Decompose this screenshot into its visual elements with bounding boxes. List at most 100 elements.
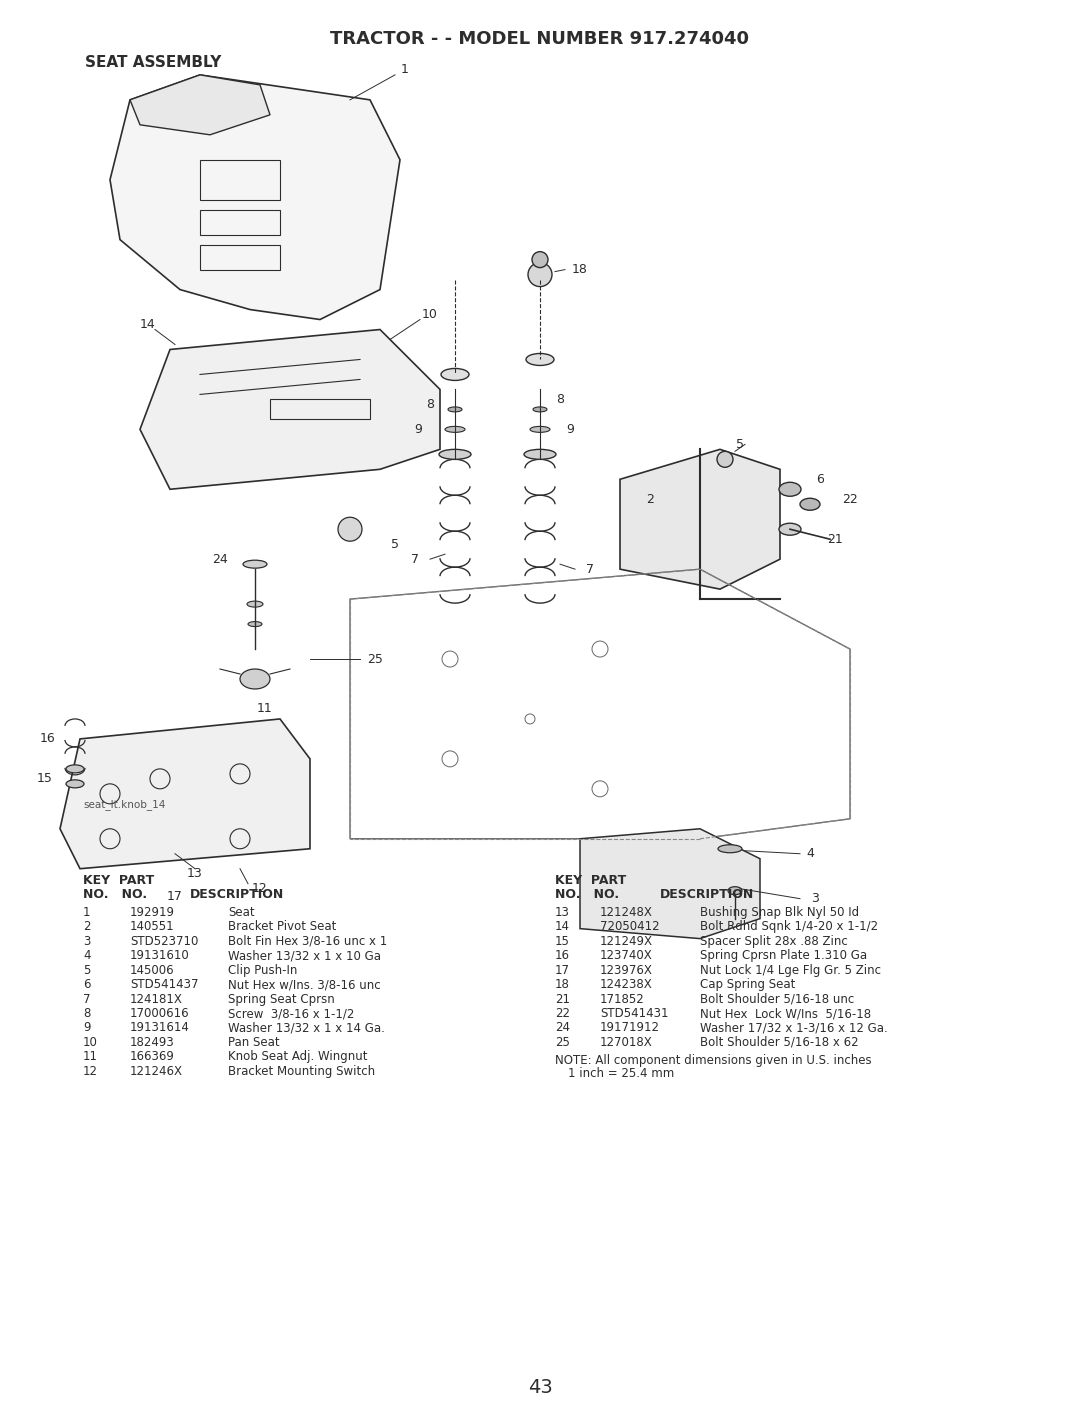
Text: 22: 22 — [555, 1007, 570, 1021]
Text: 16: 16 — [555, 949, 570, 962]
Text: 145006: 145006 — [130, 963, 175, 977]
Text: Clip Push-In: Clip Push-In — [228, 963, 297, 977]
Ellipse shape — [243, 561, 267, 568]
Text: 5: 5 — [735, 437, 744, 451]
Text: 127018X: 127018X — [600, 1036, 652, 1049]
Text: 24: 24 — [212, 552, 228, 565]
Polygon shape — [620, 449, 780, 589]
Text: 9: 9 — [83, 1022, 91, 1035]
Text: Bolt Rdhd Sqnk 1/4-20 x 1-1/2: Bolt Rdhd Sqnk 1/4-20 x 1-1/2 — [700, 920, 878, 934]
Polygon shape — [110, 74, 400, 320]
Ellipse shape — [66, 765, 84, 773]
Ellipse shape — [524, 449, 556, 460]
Polygon shape — [580, 829, 760, 938]
Text: STD523710: STD523710 — [130, 935, 199, 948]
Text: TRACTOR - - MODEL NUMBER 917.274040: TRACTOR - - MODEL NUMBER 917.274040 — [330, 29, 750, 48]
Text: Bushing Snap Blk Nyl 50 Id: Bushing Snap Blk Nyl 50 Id — [700, 906, 859, 918]
Ellipse shape — [534, 407, 546, 412]
Ellipse shape — [526, 353, 554, 366]
Text: 13: 13 — [555, 906, 570, 918]
Text: 16: 16 — [40, 732, 56, 746]
Text: 13: 13 — [187, 868, 203, 880]
Text: 21: 21 — [827, 533, 842, 545]
Text: 14: 14 — [140, 318, 156, 331]
Text: 123976X: 123976X — [600, 963, 653, 977]
Bar — [200, 244, 280, 269]
Text: 5: 5 — [83, 963, 91, 977]
Text: 10: 10 — [83, 1036, 98, 1049]
Ellipse shape — [247, 601, 264, 607]
Text: STD541437: STD541437 — [130, 979, 199, 991]
Text: Bolt Shoulder 5/16-18 unc: Bolt Shoulder 5/16-18 unc — [700, 993, 854, 1005]
Polygon shape — [130, 74, 270, 135]
Text: 12: 12 — [252, 882, 268, 896]
Text: 19131610: 19131610 — [130, 949, 190, 962]
Text: 7: 7 — [83, 993, 91, 1005]
Text: 4: 4 — [806, 847, 814, 861]
Text: 121248X: 121248X — [600, 906, 653, 918]
Text: 1: 1 — [83, 906, 91, 918]
Text: Spring Cprsn Plate 1.310 Ga: Spring Cprsn Plate 1.310 Ga — [700, 949, 867, 962]
Text: 25: 25 — [367, 652, 383, 666]
Text: 140551: 140551 — [130, 920, 175, 934]
Text: KEY  PART: KEY PART — [83, 873, 154, 886]
Text: 7: 7 — [411, 552, 419, 565]
Text: Cap Spring Seat: Cap Spring Seat — [700, 979, 795, 991]
Text: 6: 6 — [816, 472, 824, 486]
Text: Nut Hex  Lock W/Ins  5/16-18: Nut Hex Lock W/Ins 5/16-18 — [700, 1007, 872, 1021]
Ellipse shape — [800, 498, 820, 510]
Text: 19171912: 19171912 — [600, 1022, 660, 1035]
Text: Bracket Mounting Switch: Bracket Mounting Switch — [228, 1066, 375, 1078]
Text: 8: 8 — [556, 393, 564, 407]
Text: NOTE: All component dimensions given in U.S. inches: NOTE: All component dimensions given in … — [555, 1054, 872, 1067]
Text: seat_lt.knob_14: seat_lt.knob_14 — [83, 799, 165, 810]
Bar — [200, 210, 280, 234]
Text: 124181X: 124181X — [130, 993, 183, 1005]
Text: 18: 18 — [555, 979, 570, 991]
Circle shape — [717, 451, 733, 467]
Text: Washer 13/32 x 1 x 10 Ga: Washer 13/32 x 1 x 10 Ga — [228, 949, 381, 962]
Text: Pan Seat: Pan Seat — [228, 1036, 280, 1049]
Text: 14: 14 — [555, 920, 570, 934]
Text: 6: 6 — [83, 979, 91, 991]
Text: NO.   NO.: NO. NO. — [555, 887, 619, 900]
Text: 4: 4 — [83, 949, 91, 962]
Ellipse shape — [438, 449, 471, 460]
Text: 11: 11 — [83, 1050, 98, 1064]
Text: 25: 25 — [555, 1036, 570, 1049]
Text: 11: 11 — [257, 702, 273, 715]
Text: KEY  PART: KEY PART — [555, 873, 626, 886]
Text: 2: 2 — [646, 492, 653, 506]
Text: Nut Hex w/Ins. 3/8-16 unc: Nut Hex w/Ins. 3/8-16 unc — [228, 979, 380, 991]
Text: Spacer Split 28x .88 Zinc: Spacer Split 28x .88 Zinc — [700, 935, 848, 948]
Text: 171852: 171852 — [600, 993, 645, 1005]
Ellipse shape — [718, 845, 742, 852]
Text: 7: 7 — [586, 562, 594, 576]
Text: 182493: 182493 — [130, 1036, 175, 1049]
Text: 8: 8 — [83, 1007, 91, 1021]
Ellipse shape — [240, 669, 270, 688]
Text: NO.   NO.: NO. NO. — [83, 887, 147, 900]
Text: Washer 17/32 x 1-3/16 x 12 Ga.: Washer 17/32 x 1-3/16 x 12 Ga. — [700, 1022, 888, 1035]
Text: 192919: 192919 — [130, 906, 175, 918]
Text: 1: 1 — [401, 63, 409, 76]
Text: 18: 18 — [572, 264, 588, 276]
Circle shape — [528, 262, 552, 286]
Text: 121246X: 121246X — [130, 1066, 183, 1078]
Text: 9: 9 — [414, 423, 422, 436]
Polygon shape — [60, 719, 310, 869]
Text: 21: 21 — [555, 993, 570, 1005]
Text: STD541431: STD541431 — [600, 1007, 669, 1021]
Text: 166369: 166369 — [130, 1050, 175, 1064]
Text: Knob Seat Adj. Wingnut: Knob Seat Adj. Wingnut — [228, 1050, 367, 1064]
Text: SEAT ASSEMBLY: SEAT ASSEMBLY — [85, 55, 221, 70]
Text: 15: 15 — [555, 935, 570, 948]
Text: 3: 3 — [83, 935, 91, 948]
Text: 12: 12 — [83, 1066, 98, 1078]
Text: DESCRIPTION: DESCRIPTION — [190, 887, 284, 900]
Text: 19131614: 19131614 — [130, 1022, 190, 1035]
Ellipse shape — [441, 369, 469, 380]
Ellipse shape — [448, 407, 462, 412]
Text: 72050412: 72050412 — [600, 920, 660, 934]
Text: 22: 22 — [842, 492, 858, 506]
